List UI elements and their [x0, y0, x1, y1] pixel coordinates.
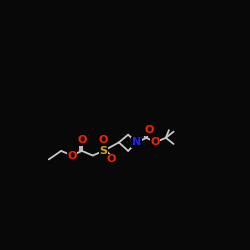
Text: O: O: [150, 138, 160, 147]
Text: N: N: [132, 138, 141, 147]
Text: O: O: [99, 135, 108, 145]
Text: O: O: [106, 154, 116, 164]
Text: O: O: [145, 125, 154, 135]
Text: S: S: [100, 146, 108, 156]
Text: O: O: [77, 135, 86, 145]
Text: O: O: [67, 150, 76, 160]
